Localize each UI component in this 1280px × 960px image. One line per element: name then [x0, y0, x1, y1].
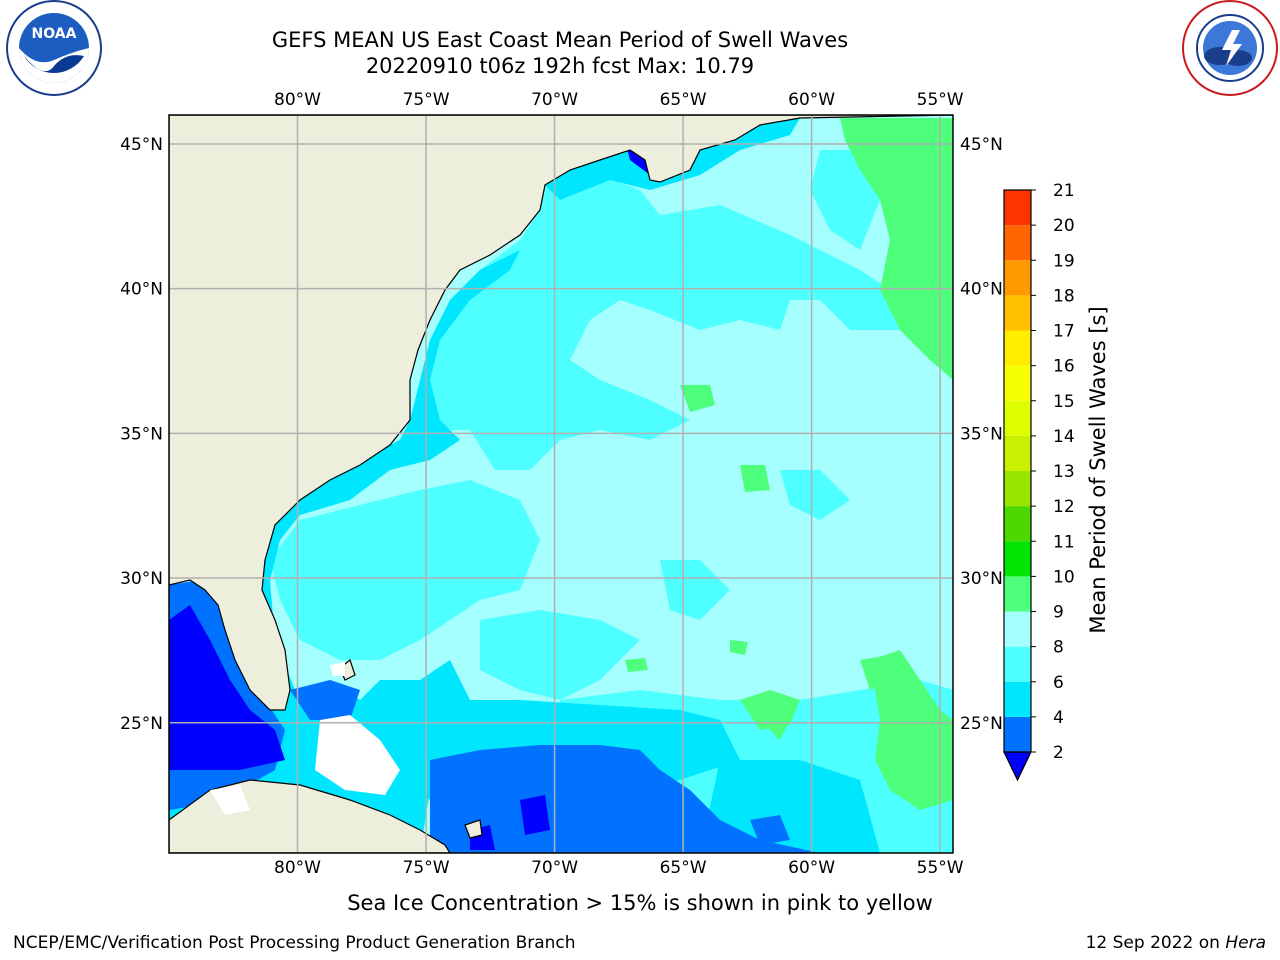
colorbar-tick-label: 15 — [1053, 392, 1075, 412]
colorbar — [1003, 189, 1032, 782]
lat-label-left: 45°N — [120, 135, 163, 155]
colorbar-swatch — [1004, 541, 1031, 577]
run-date-text: 12 Sep 2022 on Hera — [1086, 933, 1266, 953]
colorbar-swatch — [1004, 225, 1031, 261]
colorbar-swatch — [1004, 190, 1031, 226]
colorbar-swatch — [1004, 611, 1031, 647]
lat-label-right: 40°N — [960, 280, 1003, 300]
chart-subtitle: 20220910 t06z 192h fcst Max: 10.79 — [365, 54, 755, 78]
colorbar-under-arrow — [1003, 751, 1032, 782]
credit-text: NCEP/EMC/Verification Post Processing Pr… — [13, 933, 576, 953]
lon-label-bottom: 65°W — [660, 858, 707, 878]
lon-label-bottom: 60°W — [788, 858, 835, 878]
lat-label-left: 30°N — [120, 569, 163, 589]
lat-label-left: 40°N — [120, 280, 163, 300]
colorbar-tick-label: 9 — [1053, 603, 1064, 623]
sea-ice-note: Sea Ice Concentration > 15% is shown in … — [347, 891, 933, 915]
lon-label-top: 75°W — [403, 90, 450, 110]
colorbar-swatch — [1004, 716, 1031, 752]
map-frame — [168, 114, 954, 854]
colorbar-tick-label: 21 — [1053, 181, 1075, 201]
no-data-areas — [210, 662, 400, 815]
colorbar-tick-label: 4 — [1053, 708, 1064, 728]
colorbar-swatch — [1004, 681, 1031, 717]
colorbar-swatch — [1004, 365, 1031, 401]
graticule — [169, 115, 953, 853]
colorbar-swatch — [1004, 506, 1031, 542]
noaa-logo-text: NOAA — [32, 26, 77, 42]
lat-label-left: 25°N — [120, 714, 163, 734]
noaa-logo: NOAA — [6, 0, 102, 96]
lat-label-left: 35°N — [120, 424, 163, 444]
colorbar-swatch — [1004, 400, 1031, 436]
lat-labels-right: 45°N 40°N 35°N 30°N 25°N — [960, 135, 1003, 734]
colorbar-tick-label: 16 — [1053, 357, 1075, 377]
lon-label-top: 60°W — [788, 90, 835, 110]
lon-label-bottom: 80°W — [274, 858, 321, 878]
lat-label-right: 25°N — [960, 714, 1003, 734]
colorbar-tick-label: 14 — [1053, 427, 1075, 447]
map-area — [169, 115, 953, 853]
lon-label-bottom: 75°W — [403, 858, 450, 878]
colorbar-tick-label: 10 — [1053, 567, 1075, 587]
lat-labels-left: 45°N 40°N 35°N 30°N 25°N — [120, 135, 163, 734]
colorbar-tick-label: 11 — [1053, 532, 1075, 552]
colorbar-tick-label: 17 — [1053, 322, 1075, 342]
colorbar-tick-label: 20 — [1053, 216, 1075, 236]
colorbar-tick-label: 19 — [1053, 251, 1075, 271]
lat-label-right: 30°N — [960, 569, 1003, 589]
lat-label-right: 45°N — [960, 135, 1003, 155]
colorbar-tick-label: 13 — [1053, 462, 1075, 482]
lon-label-top: 70°W — [531, 90, 578, 110]
colorbar-tick-label: 12 — [1053, 497, 1075, 517]
colorbar-tick-label: 8 — [1053, 638, 1064, 658]
lon-label-top: 65°W — [660, 90, 707, 110]
colorbar-swatch — [1004, 576, 1031, 612]
colorbar-tick-label: 6 — [1053, 673, 1064, 693]
colorbar-label: Mean Period of Swell Waves [s] — [1086, 306, 1110, 634]
swell-period-9-10s-field — [625, 118, 953, 810]
colorbar-swatch — [1004, 295, 1031, 331]
colorbar-swatch — [1004, 330, 1031, 366]
run-date-label: 12 Sep 2022 on — [1085, 933, 1226, 953]
colorbar-swatch — [1004, 260, 1031, 296]
colorbar-swatch — [1004, 435, 1031, 471]
colorbar-tick-label: 2 — [1053, 743, 1064, 763]
colorbar-tick-label: 18 — [1053, 286, 1075, 306]
colorbar-tick-labels: 2 4 6 8 9 10 11 12 13 14 15 16 17 18 19 20 21 — [1031, 181, 1075, 763]
nws-logo — [1182, 0, 1278, 96]
lon-label-bottom: 55°W — [917, 858, 964, 878]
lat-label-right: 35°N — [960, 424, 1003, 444]
colorbar-swatch — [1004, 646, 1031, 682]
lon-labels-bottom: 80°W 75°W 70°W 65°W 60°W 55°W — [274, 858, 964, 878]
lon-labels-top: 80°W 75°W 70°W 65°W 60°W 55°W — [274, 90, 964, 110]
run-host: Hera — [1225, 933, 1266, 953]
colorbar-swatch — [1004, 471, 1031, 507]
lon-label-bottom: 70°W — [531, 858, 578, 878]
lon-label-top: 80°W — [274, 90, 321, 110]
chart-title: GEFS MEAN US East Coast Mean Period of S… — [271, 28, 849, 52]
lon-label-top: 55°W — [917, 90, 964, 110]
